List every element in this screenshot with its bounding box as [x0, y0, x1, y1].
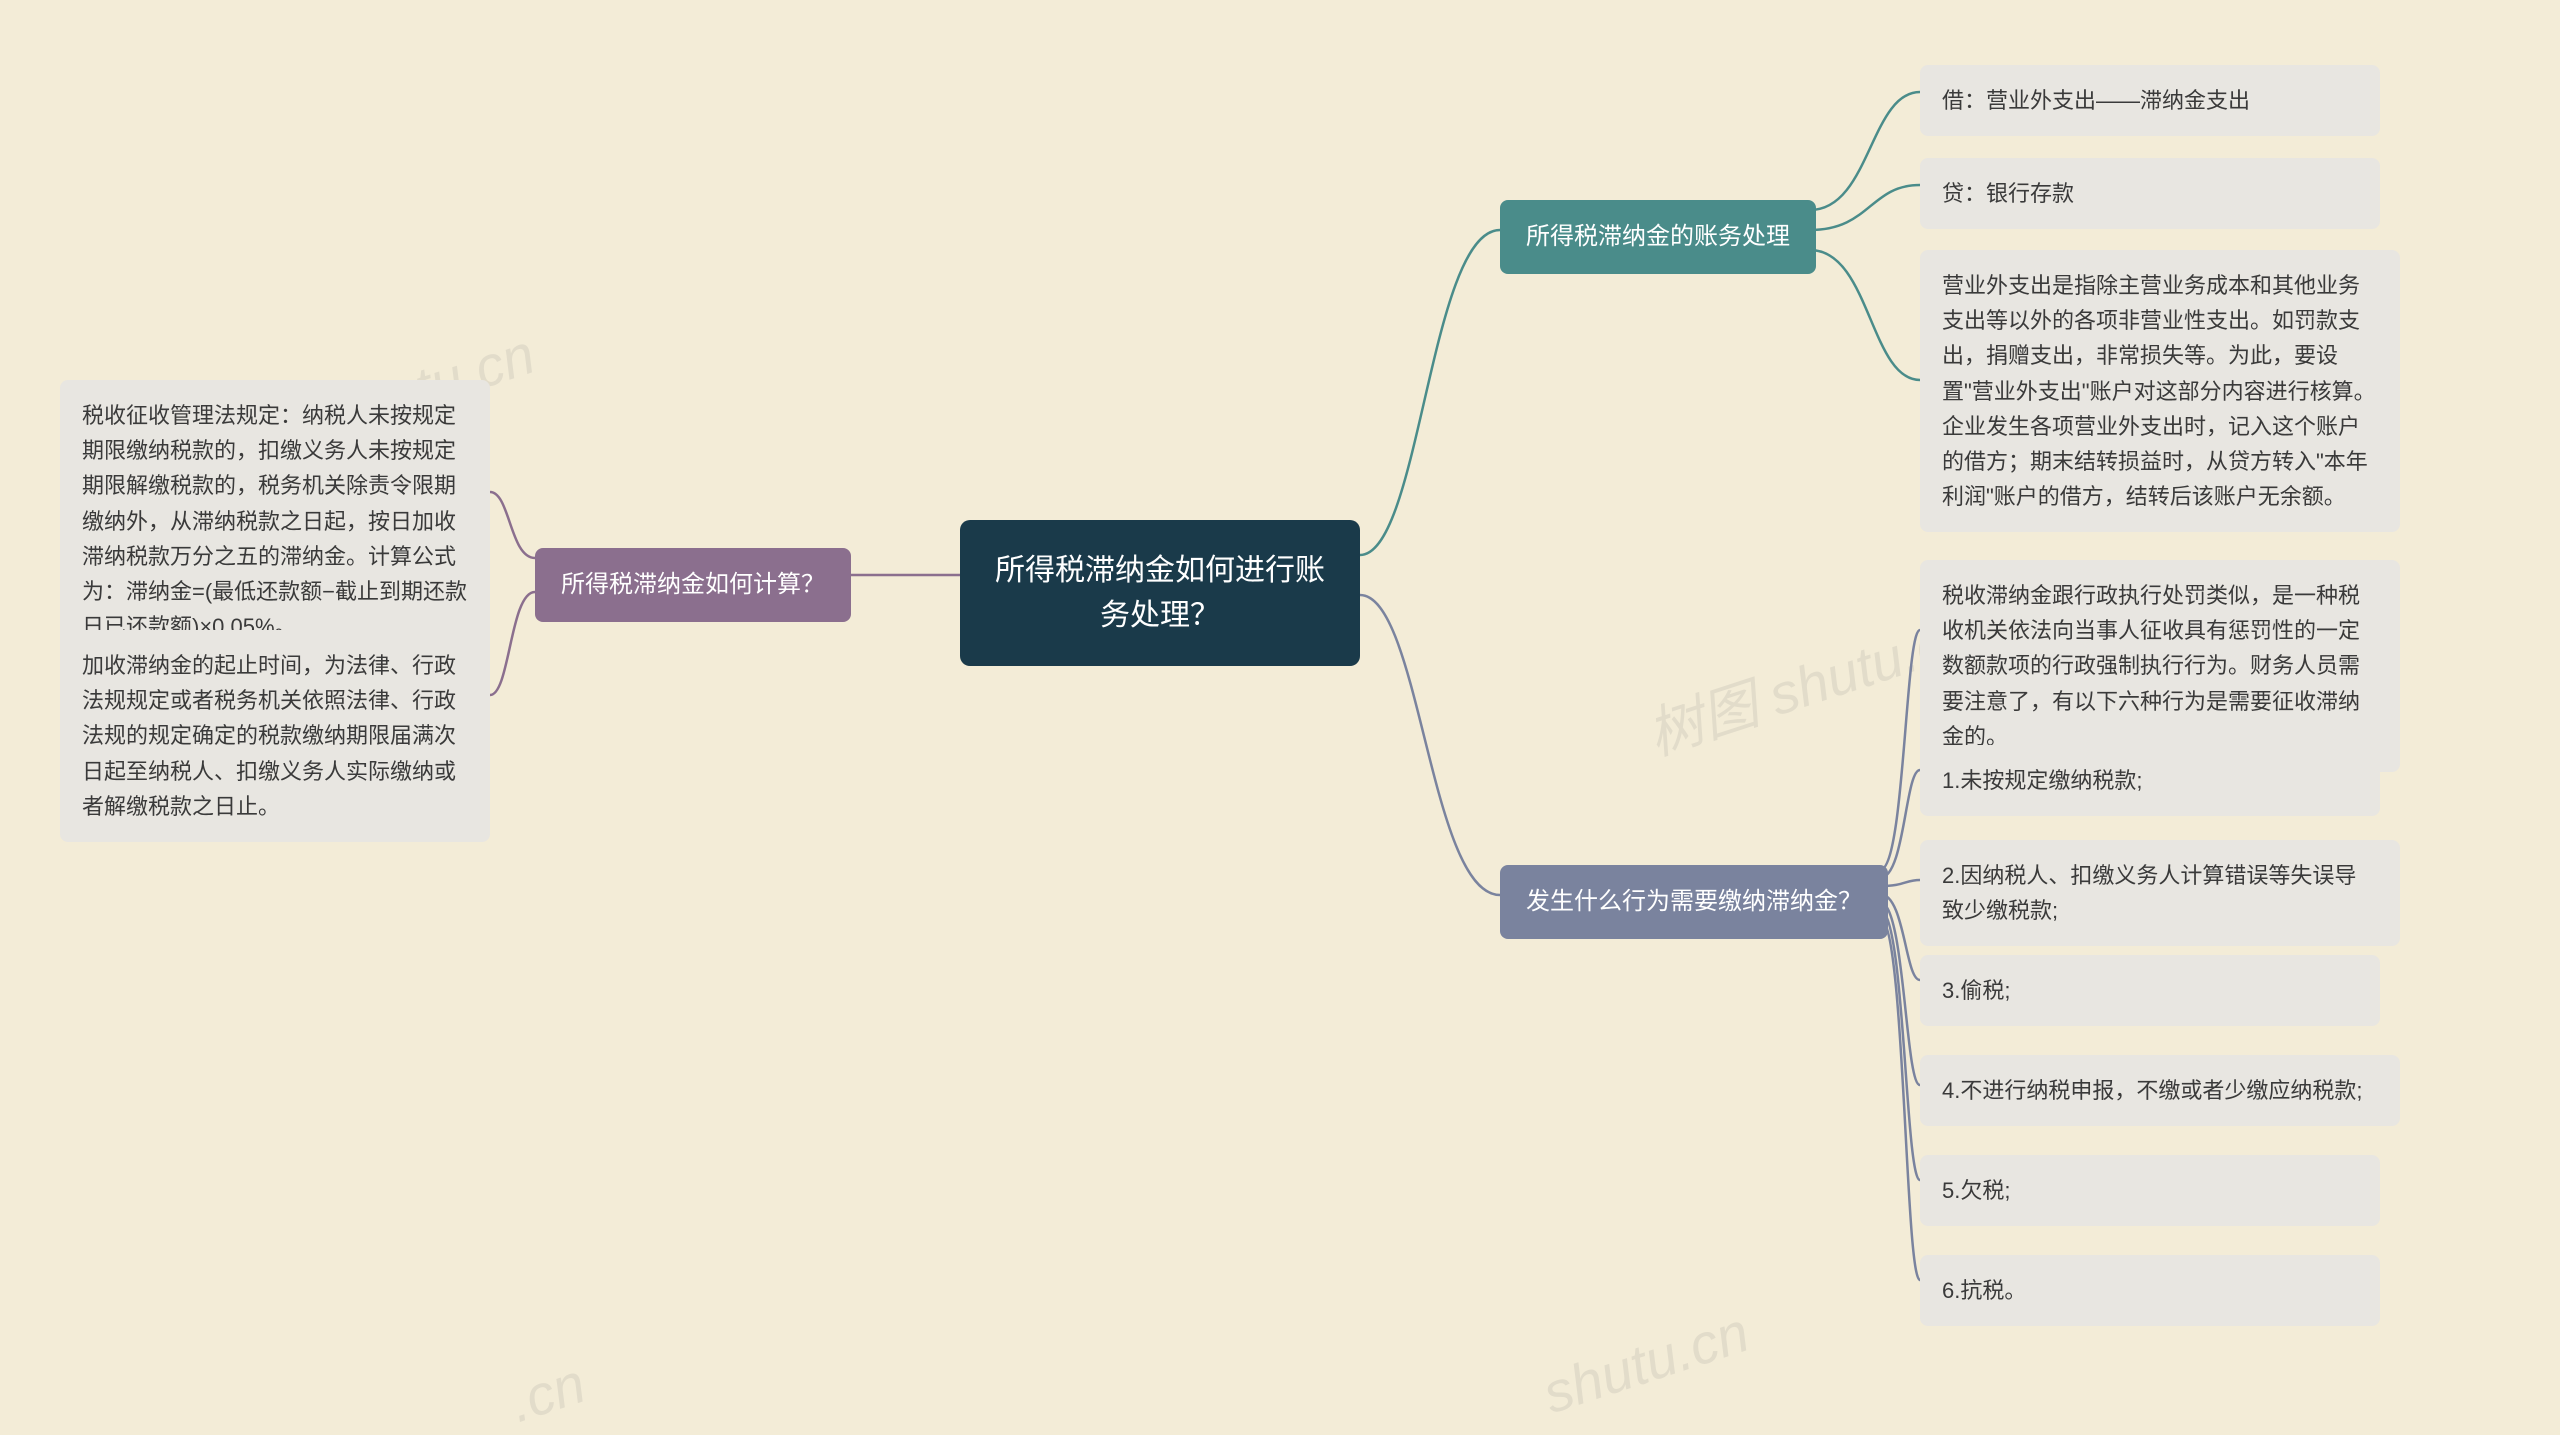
leaf-rb-6: 6.抗税。 [1920, 1255, 2380, 1326]
leaf-rt-1: 贷：银行存款 [1920, 158, 2380, 229]
leaf-rb-0: 税收滞纳金跟行政执行处罚类似，是一种税收机关依法向当事人征收具有惩罚性的一定数额… [1920, 560, 2400, 772]
leaf-rt-2: 营业外支出是指除主营业务成本和其他业务支出等以外的各项非营业性支出。如罚款支出，… [1920, 250, 2400, 532]
leaf-rb-1: 1.未按规定缴纳税款; [1920, 745, 2380, 816]
leaf-rb-5: 5.欠税; [1920, 1155, 2380, 1226]
branch-left: 所得税滞纳金如何计算？ [535, 548, 851, 622]
leaf-rt-0: 借：营业外支出——滞纳金支出 [1920, 65, 2380, 136]
root-node: 所得税滞纳金如何进行账务处理？ [960, 520, 1360, 666]
leaf-rb-3: 3.偷税; [1920, 955, 2380, 1026]
watermark: shutu.cn [1535, 1299, 1756, 1426]
leaf-rb-4: 4.不进行纳税申报，不缴或者少缴应纳税款; [1920, 1055, 2400, 1126]
leaf-rb-2: 2.因纳税人、扣缴义务人计算错误等失误导致少缴税款; [1920, 840, 2400, 946]
branch-right-bottom: 发生什么行为需要缴纳滞纳金？ [1500, 865, 1888, 939]
leaf-left-1: 加收滞纳金的起止时间，为法律、行政法规规定或者税务机关依照法律、行政法规的规定确… [60, 630, 490, 842]
branch-right-top: 所得税滞纳金的账务处理 [1500, 200, 1816, 274]
watermark: .cn [502, 1350, 593, 1435]
leaf-left-0: 税收征收管理法规定：纳税人未按规定期限缴纳税款的，扣缴义务人未按规定期限解缴税款… [60, 380, 490, 662]
